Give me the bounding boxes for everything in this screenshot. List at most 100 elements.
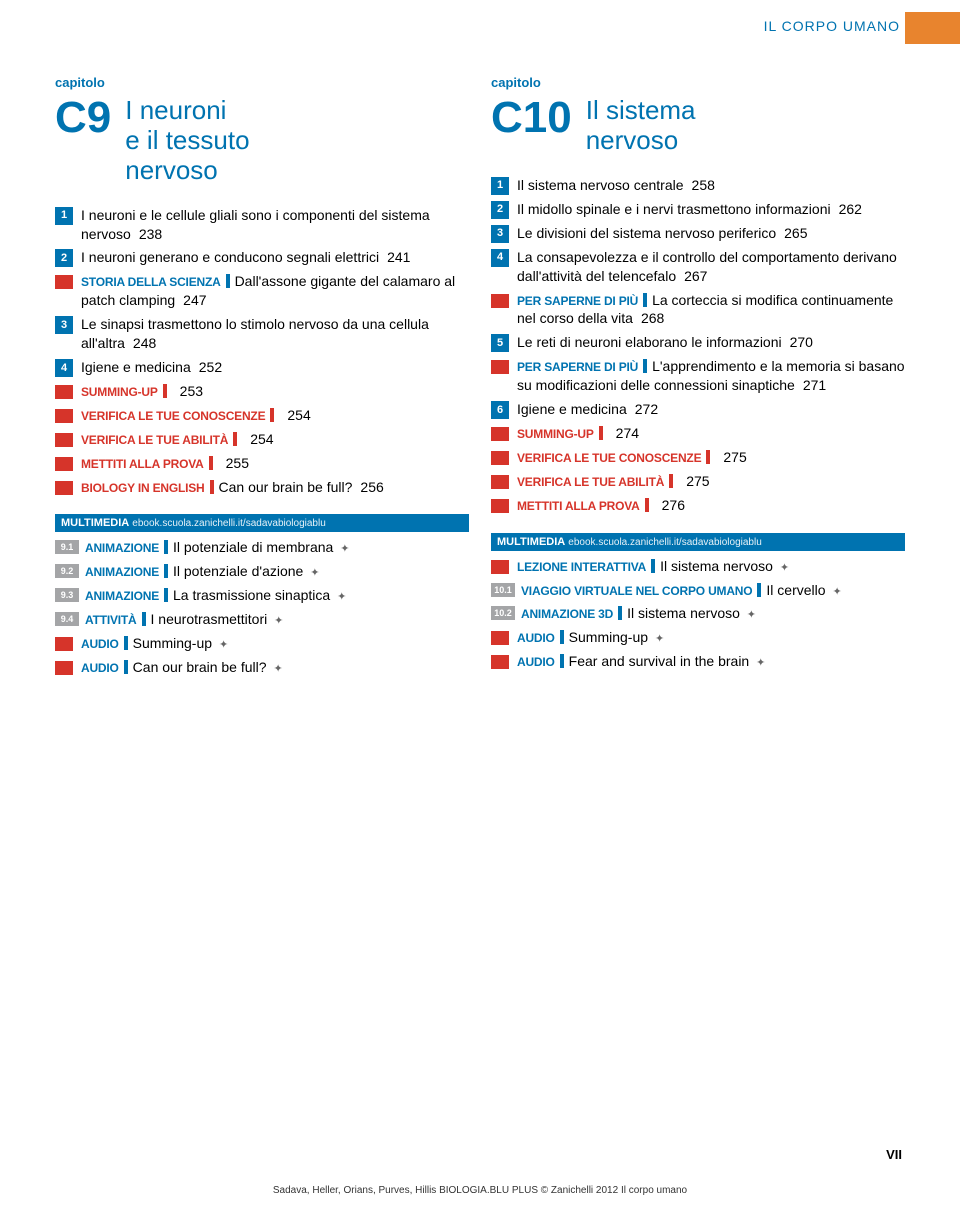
section-number-box: 4 bbox=[491, 249, 509, 267]
media-number-box: 9.2 bbox=[55, 564, 79, 578]
media-entry: LEZIONE INTERATTIVAIl sistema nervoso ✦ bbox=[491, 557, 905, 576]
section-number-box: 3 bbox=[491, 225, 509, 243]
red-bullet bbox=[491, 631, 509, 645]
media-text: AUDIOSumming-up ✦ bbox=[81, 634, 469, 653]
red-bullet bbox=[491, 360, 509, 374]
col-right: capitolo C10Il sistemanervoso 1 Il sistema … bbox=[491, 75, 905, 682]
entry-text: Igiene e medicina272 bbox=[517, 400, 905, 419]
media-number-box: 9.3 bbox=[55, 588, 79, 602]
cursor-icon: ✦ bbox=[747, 608, 756, 623]
red-bullet bbox=[55, 409, 73, 423]
entry-text: VERIFICA LE TUE ABILITÀ275 bbox=[517, 472, 905, 491]
cursor-icon: ✦ bbox=[780, 561, 789, 576]
entry-text: I neuroni e le cellule gliali sono i com… bbox=[81, 206, 469, 244]
entry-text: STORIA DELLA SCIENZADall'assone gigante … bbox=[81, 272, 469, 310]
media-entry: AUDIOCan our brain be full? ✦ bbox=[55, 658, 469, 677]
red-bullet bbox=[55, 637, 73, 651]
cursor-icon: ✦ bbox=[655, 632, 664, 647]
chapter-number: C9 bbox=[55, 96, 111, 186]
orange-accent bbox=[905, 12, 960, 44]
toc-entry: 1 I neuroni e le cellule gliali sono i co… bbox=[55, 206, 469, 244]
toc-entry: SUMMING-UP274 bbox=[491, 424, 905, 443]
media-text: ATTIVITÀI neurotrasmettitori ✦ bbox=[85, 610, 469, 629]
entry-text: La consapevolezza e il controllo del com… bbox=[517, 248, 905, 286]
media-text: ANIMAZIONELa trasmissione sinaptica ✦ bbox=[85, 586, 469, 605]
entry-text: BIOLOGY IN ENGLISHCan our brain be full?… bbox=[81, 478, 469, 497]
red-bullet bbox=[491, 294, 509, 308]
media-entry: 9.3 ANIMAZIONELa trasmissione sinaptica ✦ bbox=[55, 586, 469, 605]
red-bullet bbox=[55, 385, 73, 399]
toc-entry: METTITI ALLA PROVA276 bbox=[491, 496, 905, 515]
red-bullet bbox=[491, 560, 509, 574]
red-bullet bbox=[491, 451, 509, 465]
toc-entry: 4 La consapevolezza e il controllo del co… bbox=[491, 248, 905, 286]
entry-text: VERIFICA LE TUE CONOSCENZE275 bbox=[517, 448, 905, 467]
media-entry: AUDIOSumming-up ✦ bbox=[55, 634, 469, 653]
toc-entry: METTITI ALLA PROVA255 bbox=[55, 454, 469, 473]
media-number-box: 10.1 bbox=[491, 583, 515, 597]
toc-entry: BIOLOGY IN ENGLISHCan our brain be full?… bbox=[55, 478, 469, 497]
red-bullet bbox=[55, 275, 73, 289]
toc-entry: STORIA DELLA SCIENZADall'assone gigante … bbox=[55, 272, 469, 310]
columns: capitoloC9I neuronie il tessutonervoso1I… bbox=[0, 0, 960, 682]
section-number-box: 1 bbox=[491, 177, 509, 195]
entry-text: VERIFICA LE TUE CONOSCENZE254 bbox=[81, 406, 469, 425]
toc-entry: 3Le sinapsi trasmettono lo stimolo nervo… bbox=[55, 315, 469, 353]
red-bullet bbox=[55, 433, 73, 447]
red-bullet bbox=[55, 457, 73, 471]
multimedia-bar: MULTIMEDIA ebook.scuola.zanichelli.it/sa… bbox=[55, 514, 469, 532]
red-bullet bbox=[55, 661, 73, 675]
entry-text: Igiene e medicina252 bbox=[81, 358, 469, 377]
entry-text: Il midollo spinale e i nervi trasmettono… bbox=[517, 200, 905, 219]
cursor-icon: ✦ bbox=[219, 638, 228, 653]
media-entry: 9.4 ATTIVITÀI neurotrasmettitori ✦ bbox=[55, 610, 469, 629]
toc-entry: 2I neuroni generano e conducono segnali … bbox=[55, 248, 469, 267]
cursor-icon: ✦ bbox=[273, 662, 282, 677]
media-text: ANIMAZIONEIl potenziale d'azione ✦ bbox=[85, 562, 469, 581]
entry-text: SUMMING-UP274 bbox=[517, 424, 905, 443]
section-number-box: 2 bbox=[55, 249, 73, 267]
chapter-number: C10 bbox=[491, 96, 572, 156]
entry-text: PER SAPERNE DI PIÙLa corteccia si modifi… bbox=[517, 291, 905, 329]
red-bullet bbox=[491, 475, 509, 489]
chapter-head: C9I neuronie il tessutonervoso bbox=[55, 96, 469, 186]
media-entry: AUDIOSumming-up ✦ bbox=[491, 628, 905, 647]
entry-text: Il sistema nervoso centrale258 bbox=[517, 176, 905, 195]
entry-text: METTITI ALLA PROVA255 bbox=[81, 454, 469, 473]
chapter-title: Il sistemanervoso bbox=[586, 96, 696, 156]
media-number-box: 10.2 bbox=[491, 606, 515, 620]
cursor-icon: ✦ bbox=[337, 590, 346, 605]
cursor-icon: ✦ bbox=[832, 585, 841, 600]
section-number-box: 2 bbox=[491, 201, 509, 219]
cursor-icon: ✦ bbox=[756, 656, 765, 671]
footer: Sadava, Heller, Orians, Purves, Hillis B… bbox=[0, 1185, 960, 1196]
toc-entry: 6Igiene e medicina272 bbox=[491, 400, 905, 419]
media-text: AUDIOFear and survival in the brain ✦ bbox=[517, 652, 905, 671]
cursor-icon: ✦ bbox=[340, 542, 349, 557]
red-bullet bbox=[491, 655, 509, 669]
media-text: LEZIONE INTERATTIVAIl sistema nervoso ✦ bbox=[517, 557, 905, 576]
toc-entry: VERIFICA LE TUE ABILITÀ254 bbox=[55, 430, 469, 449]
toc-entry: 5 Le reti di neuroni elaborano le informa… bbox=[491, 333, 905, 352]
section-number-box: 5 bbox=[491, 334, 509, 352]
toc-entry: VERIFICA LE TUE CONOSCENZE275 bbox=[491, 448, 905, 467]
toc-entry: 2 Il midollo spinale e i nervi trasmetton… bbox=[491, 200, 905, 219]
cursor-icon: ✦ bbox=[274, 614, 283, 629]
entry-text: PER SAPERNE DI PIÙL'apprendimento e la m… bbox=[517, 357, 905, 395]
entry-text: Le reti di neuroni elaborano le informaz… bbox=[517, 333, 905, 352]
red-bullet bbox=[491, 499, 509, 513]
entry-text: Le sinapsi trasmettono lo stimolo nervos… bbox=[81, 315, 469, 353]
media-number-box: 9.1 bbox=[55, 540, 79, 554]
media-entry: 9.2 ANIMAZIONEIl potenziale d'azione ✦ bbox=[55, 562, 469, 581]
toc-entry: VERIFICA LE TUE CONOSCENZE254 bbox=[55, 406, 469, 425]
media-number-box: 9.4 bbox=[55, 612, 79, 626]
chapter-label: capitolo bbox=[491, 75, 905, 90]
section-number-box: 1 bbox=[55, 207, 73, 225]
toc-entry: 1 Il sistema nervoso centrale258 bbox=[491, 176, 905, 195]
entry-text: VERIFICA LE TUE ABILITÀ254 bbox=[81, 430, 469, 449]
toc-entry: 3Le divisioni del sistema nervoso perife… bbox=[491, 224, 905, 243]
toc-entry: SUMMING-UP253 bbox=[55, 382, 469, 401]
multimedia-bar: MULTIMEDIA ebook.scuola.zanichelli.it/sa… bbox=[491, 533, 905, 551]
cursor-icon: ✦ bbox=[310, 566, 319, 581]
section-header: IL CORPO UMANO bbox=[764, 18, 900, 34]
